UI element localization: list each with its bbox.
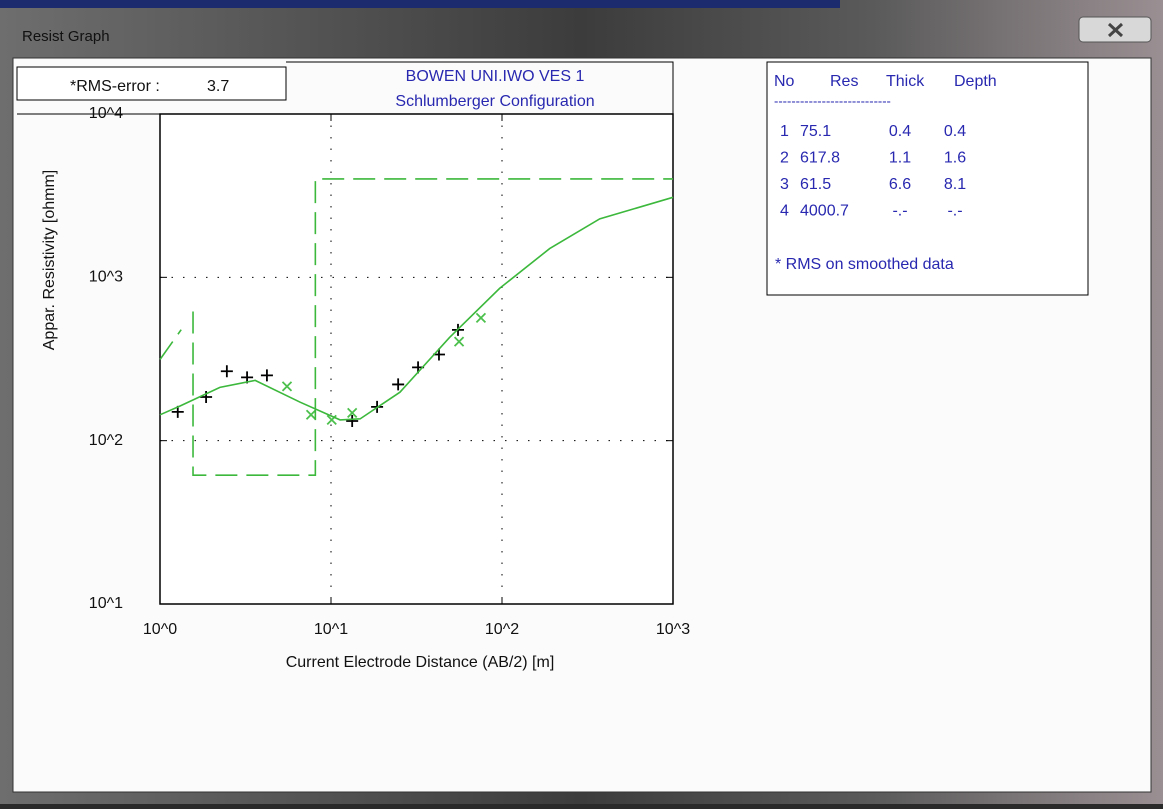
chart-subtitle: Schlumberger Configuration	[395, 93, 594, 110]
x-tick-label: 10^2	[485, 621, 519, 638]
rms-label: *RMS-error :	[70, 78, 160, 95]
y-tick-label: 10^2	[89, 432, 123, 449]
table-header: Depth	[954, 73, 997, 90]
table-cell: 617.8	[800, 150, 840, 167]
table-header: Res	[830, 73, 858, 90]
x-tick-label: 10^0	[143, 621, 177, 638]
x-axis-label: Current Electrode Distance (AB/2) [m]	[286, 654, 555, 671]
y-axis-label: Appar. Resistivity [ohmm]	[41, 170, 58, 351]
page: Resist Graph *RMS-error : 3.7 BOWEN UNI.…	[0, 0, 1163, 804]
close-button[interactable]	[1079, 17, 1151, 42]
chart-title: BOWEN UNI.IWO VES 1	[406, 68, 585, 85]
table-cell: 4	[780, 203, 789, 220]
window-title: Resist Graph	[22, 28, 110, 45]
table-cell: 75.1	[800, 123, 831, 140]
table-cell: 1.1	[889, 150, 911, 167]
y-tick-label: 10^1	[89, 595, 123, 612]
table-cell: 1	[780, 123, 789, 140]
x-tick-label: 10^3	[656, 621, 690, 638]
table-cell: -.-	[947, 203, 962, 220]
x-tick-label: 10^1	[314, 621, 348, 638]
rms-value: 3.7	[207, 78, 229, 95]
table-cell: -.-	[892, 203, 907, 220]
table-cell: 61.5	[800, 176, 831, 193]
desktop-strip	[0, 0, 840, 8]
table-cell: 0.4	[889, 123, 911, 140]
table-header: No	[774, 73, 795, 90]
table-cell: 0.4	[944, 123, 966, 140]
table-cell: 3	[780, 176, 789, 193]
table-cell: 2	[780, 150, 789, 167]
window: Resist Graph *RMS-error : 3.7 BOWEN UNI.…	[0, 0, 1163, 804]
y-tick-label: 10^3	[89, 269, 123, 286]
table-note: * RMS on smoothed data	[775, 256, 954, 273]
y-tick-label: 10^4	[89, 105, 123, 122]
table-cell: 8.1	[944, 176, 966, 193]
table-cell: 4000.7	[800, 203, 849, 220]
table-header: Thick	[886, 73, 925, 90]
plot-area	[160, 114, 673, 604]
table-cell: 1.6	[944, 150, 966, 167]
table-cell: 6.6	[889, 176, 911, 193]
table-rule: ---------------------------	[774, 93, 891, 108]
